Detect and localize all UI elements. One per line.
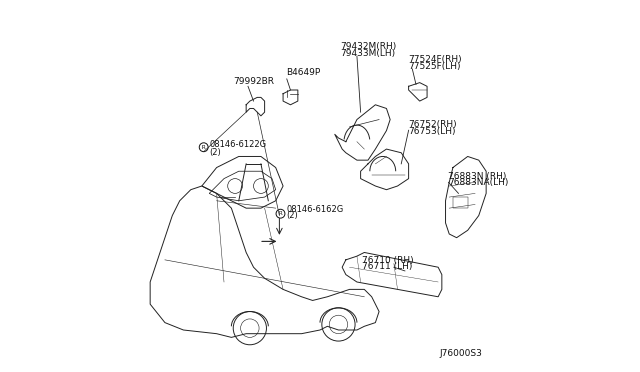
Text: 76883N (RH): 76883N (RH) [449,171,507,181]
Text: (2): (2) [209,148,221,157]
Text: 76753(LH): 76753(LH) [408,126,456,135]
Text: 79433M(LH): 79433M(LH) [340,49,396,58]
Text: 08146-6162G: 08146-6162G [286,205,343,214]
Text: 77525F(LH): 77525F(LH) [408,62,461,71]
Text: 76710 (RH): 76710 (RH) [362,256,414,265]
Text: B4649P: B4649P [286,68,320,77]
Text: R: R [278,211,282,216]
Text: 08146-6122G: 08146-6122G [209,140,266,149]
Text: 79992BR: 79992BR [233,77,274,86]
Text: 76883NA(LH): 76883NA(LH) [449,178,509,187]
Bar [453,197,468,208]
Text: R: R [202,145,205,150]
Text: 76711 (LH): 76711 (LH) [362,262,413,272]
Text: J76000S3: J76000S3 [440,349,483,358]
Text: 77524F(RH): 77524F(RH) [408,55,462,64]
Text: (2): (2) [286,211,298,220]
Text: 76752(RH): 76752(RH) [408,120,457,129]
Text: 79432M(RH): 79432M(RH) [340,42,397,51]
